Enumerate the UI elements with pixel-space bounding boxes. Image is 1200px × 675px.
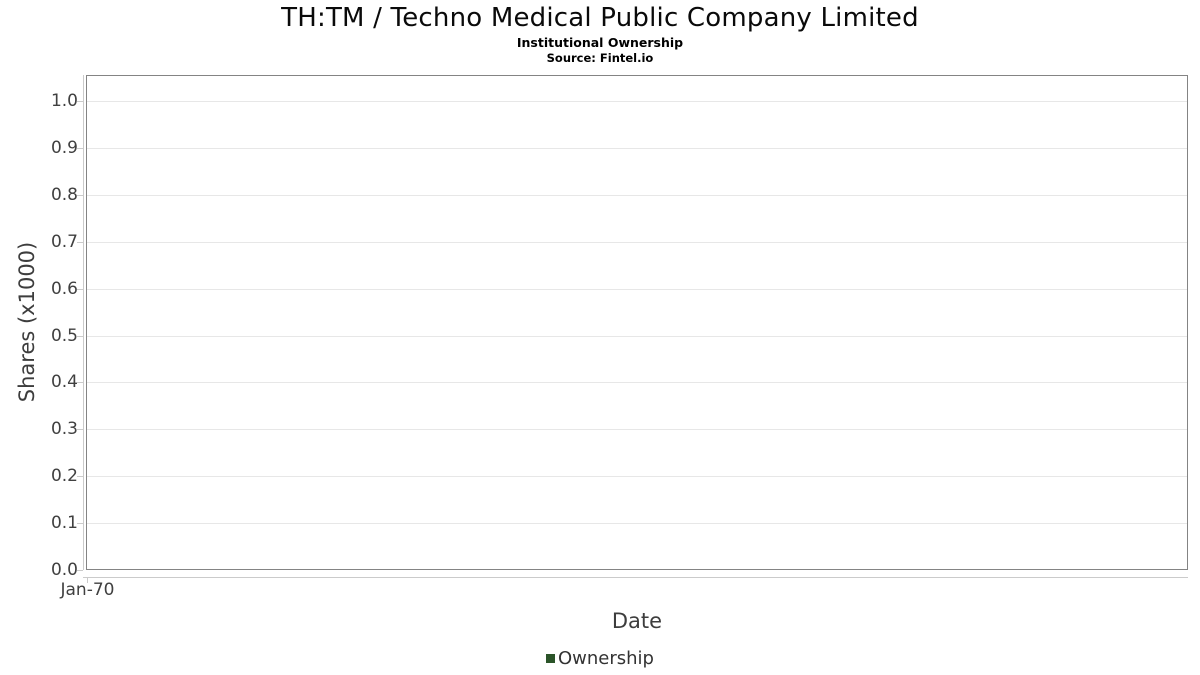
chart-title: TH:TM / Techno Medical Public Company Li… bbox=[281, 3, 919, 33]
y-tick-label: 1.0 bbox=[50, 91, 78, 111]
legend-item-label: Ownership bbox=[558, 647, 654, 669]
y-tick-mark bbox=[77, 523, 83, 524]
y-gridline bbox=[87, 429, 1187, 430]
y-tick-mark bbox=[77, 242, 83, 243]
x-tick-label: Jan-70 bbox=[60, 580, 115, 600]
y-tick-label: 0.9 bbox=[50, 138, 78, 158]
y-tick-label: 0.0 bbox=[50, 560, 78, 580]
y-gridline bbox=[87, 289, 1187, 290]
y-gridline bbox=[87, 242, 1187, 243]
y-gridline bbox=[87, 382, 1187, 383]
chart-subtitle: Institutional Ownership bbox=[516, 35, 684, 50]
x-axis-title: Date bbox=[611, 609, 663, 633]
y-tick-label: 0.2 bbox=[50, 466, 78, 486]
plot-area bbox=[86, 75, 1188, 570]
y-tick-mark bbox=[77, 476, 83, 477]
y-tick-label: 0.6 bbox=[50, 279, 78, 299]
legend: Ownership bbox=[0, 646, 1200, 670]
legend-square-marker-icon bbox=[546, 653, 555, 663]
y-tick-mark bbox=[77, 336, 83, 337]
x-axis-line bbox=[83, 577, 1188, 578]
y-tick-mark bbox=[77, 289, 83, 290]
x-tick-mark bbox=[87, 577, 88, 583]
y-axis-line bbox=[83, 75, 84, 570]
y-tick-mark bbox=[77, 195, 83, 196]
y-tick-mark bbox=[77, 570, 83, 571]
y-tick-mark bbox=[77, 429, 83, 430]
y-tick-label: 0.8 bbox=[50, 185, 78, 205]
y-tick-mark bbox=[77, 382, 83, 383]
y-gridline bbox=[87, 101, 1187, 102]
y-axis-title: Shares (x1000) bbox=[15, 241, 39, 403]
y-gridline bbox=[87, 336, 1187, 337]
chart-source-caption: Source: Fintel.io bbox=[546, 51, 654, 65]
y-gridline bbox=[87, 148, 1187, 149]
y-tick-label: 0.4 bbox=[50, 372, 78, 392]
y-gridline bbox=[87, 523, 1187, 524]
y-tick-mark bbox=[77, 101, 83, 102]
y-gridline bbox=[87, 195, 1187, 196]
y-tick-label: 0.7 bbox=[50, 232, 78, 252]
y-gridline bbox=[87, 476, 1187, 477]
y-tick-label: 0.3 bbox=[50, 419, 78, 439]
y-tick-mark bbox=[77, 148, 83, 149]
y-tick-label: 0.1 bbox=[50, 513, 78, 533]
y-tick-label: 0.5 bbox=[50, 326, 78, 346]
